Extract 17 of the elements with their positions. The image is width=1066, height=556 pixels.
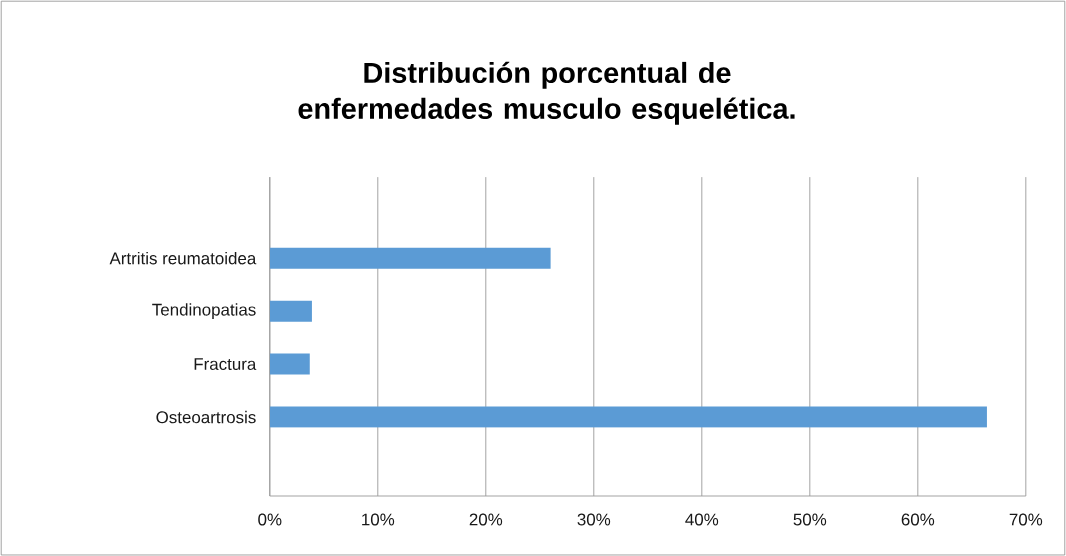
x-tick-label: 60% xyxy=(901,513,935,526)
y-tick-label: Artritis reumatoidea xyxy=(109,251,257,265)
x-tick-label: 70% xyxy=(1009,513,1043,526)
y-tick-label: Fractura xyxy=(194,358,257,370)
chart-title: Distribución porcentual de enfermedades musculo esquelética. xyxy=(298,61,795,125)
y-tick-label: Osteoartrosis xyxy=(156,410,256,424)
x-tick-label: 50% xyxy=(793,513,827,526)
x-tick-label: 0% xyxy=(258,513,282,526)
bar xyxy=(269,353,310,375)
x-tick-label: 20% xyxy=(469,513,503,526)
x-tick-label: 40% xyxy=(685,513,719,526)
bar xyxy=(269,300,312,322)
y-tick-label: Tendinopatias xyxy=(152,303,256,319)
x-tick-label: 30% xyxy=(577,513,611,526)
bar xyxy=(269,406,987,428)
bar xyxy=(269,247,551,269)
x-tick-label: 10% xyxy=(362,513,395,526)
